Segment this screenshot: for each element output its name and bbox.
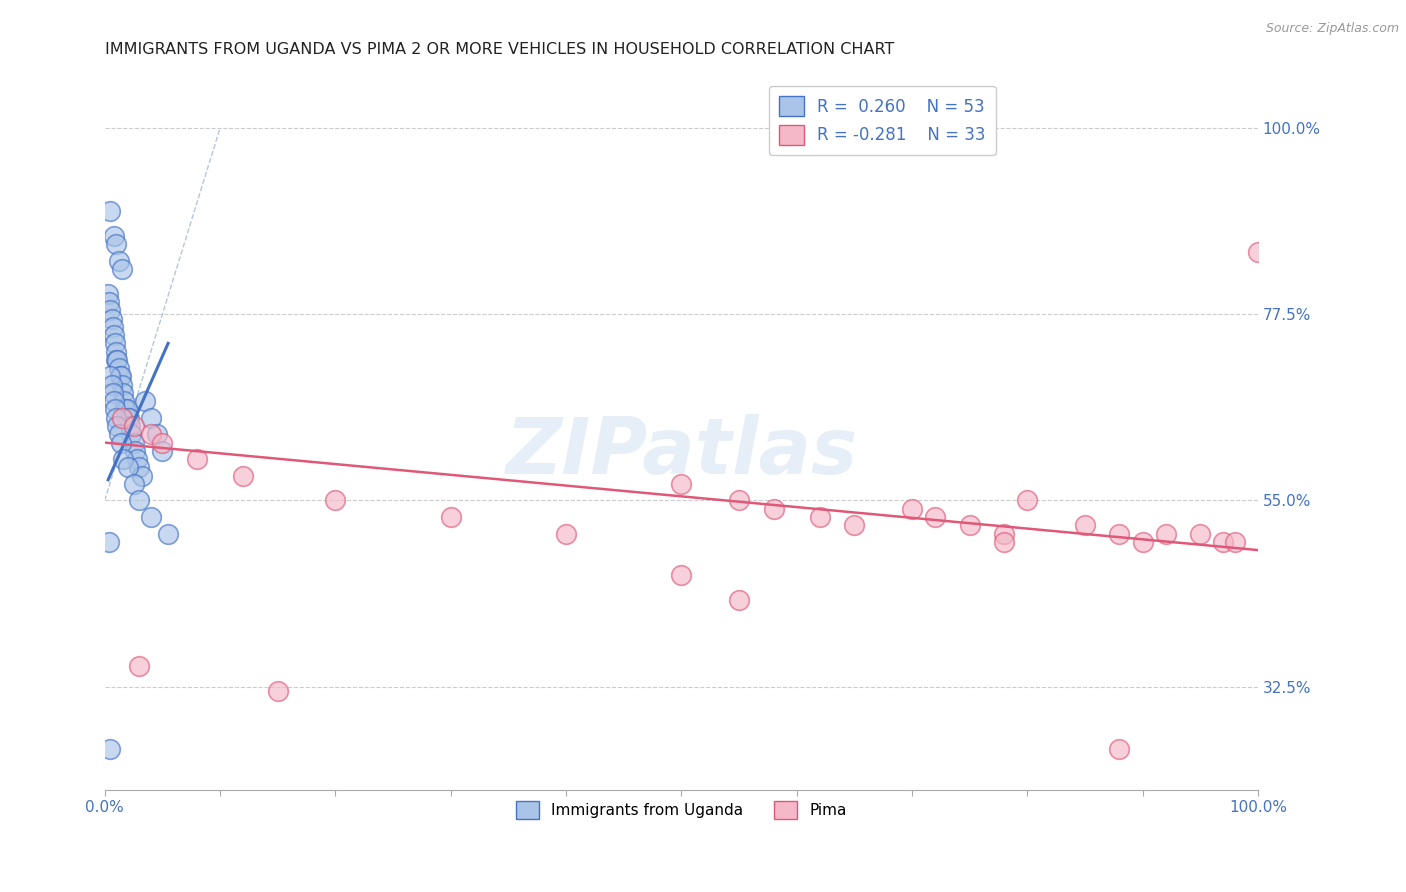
Point [100,303,122,318]
Point [440,510,463,524]
Point [762,501,785,516]
Point [117,460,139,475]
Point [808,510,831,524]
Point [98,295,121,310]
Point [122,435,145,450]
Legend: Immigrants from Uganda, Pima: Immigrants from Uganda, Pima [510,795,852,825]
Point [114,402,136,417]
Point [139,427,162,442]
Point [1247,245,1270,260]
Point [1223,534,1246,549]
Point [112,394,135,409]
Point [186,452,208,467]
Point [993,526,1015,541]
Point [128,493,150,508]
Point [112,452,135,467]
Point [105,352,128,367]
Point [117,410,139,425]
Point [128,658,150,673]
Point [844,518,866,533]
Point [901,501,924,516]
Point [111,410,134,425]
Point [134,394,156,409]
Point [959,518,981,533]
Point [323,493,346,508]
Point [107,361,129,376]
Point [122,477,145,491]
Point [555,526,578,541]
Point [1074,518,1097,533]
Point [97,286,120,301]
Point [100,204,122,219]
Point [105,352,128,367]
Point [110,369,132,384]
Point [104,336,127,351]
Text: ZIPatlas: ZIPatlas [505,414,858,490]
Point [110,435,132,450]
Point [100,741,122,756]
Point [139,410,162,425]
Point [1108,526,1130,541]
Point [131,468,153,483]
Point [1189,526,1212,541]
Point [139,510,162,524]
Point [150,435,173,450]
Point [671,477,693,491]
Point [118,419,141,434]
Point [145,427,167,442]
Point [1212,534,1234,549]
Point [105,410,128,425]
Point [1108,741,1130,756]
Point [1132,534,1154,549]
Point [1154,526,1177,541]
Point [105,344,128,359]
Point [103,394,125,409]
Point [124,443,146,458]
Point [232,468,254,483]
Point [108,369,131,384]
Point [924,510,946,524]
Point [728,493,751,508]
Point [100,377,122,392]
Point [103,228,125,243]
Point [128,460,150,475]
Point [107,427,129,442]
Point [103,328,125,343]
Point [728,592,751,607]
Point [105,419,128,434]
Point [266,683,288,698]
Point [993,534,1015,549]
Point [100,311,122,326]
Point [100,369,122,384]
Point [150,443,173,458]
Point [118,410,141,425]
Point [98,534,121,549]
Point [157,526,180,541]
Point [101,319,124,334]
Text: IMMIGRANTS FROM UGANDA VS PIMA 2 OR MORE VEHICLES IN HOUSEHOLD CORRELATION CHART: IMMIGRANTS FROM UGANDA VS PIMA 2 OR MORE… [104,42,894,57]
Point [101,386,124,401]
Point [115,402,138,417]
Point [1017,493,1039,508]
Point [111,377,134,392]
Point [125,452,148,467]
Point [120,427,142,442]
Point [105,237,128,252]
Point [107,253,129,268]
Point [112,386,135,401]
Point [111,261,134,276]
Point [104,402,127,417]
Text: Source: ZipAtlas.com: Source: ZipAtlas.com [1265,22,1399,36]
Point [122,419,145,434]
Point [671,567,693,582]
